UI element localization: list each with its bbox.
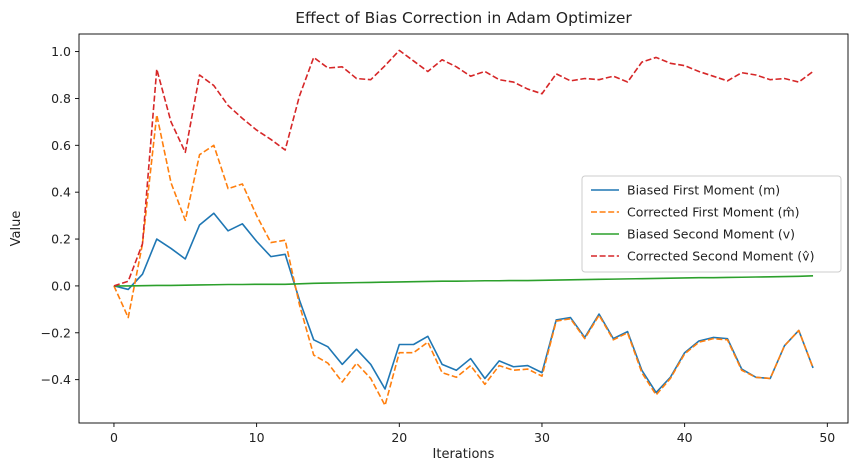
y-tick-label: −0.2 bbox=[41, 325, 71, 340]
ticks-layer: 0 10 20 30 40 50 −0.4 −0.2 0.0 0.2 0.4 0.6 0.8 1.0 bbox=[41, 44, 836, 445]
plot-frame bbox=[78, 33, 849, 424]
x-tick-label: 50 bbox=[819, 430, 835, 445]
series-line-4 bbox=[113, 49, 814, 287]
series-line-3 bbox=[113, 275, 814, 287]
legend-label-3: Biased Second Moment (v) bbox=[627, 227, 795, 242]
y-tick-label: 0.8 bbox=[51, 91, 71, 106]
x-tick-label: 20 bbox=[391, 430, 407, 445]
x-tick-label: 30 bbox=[534, 430, 550, 445]
legend-box bbox=[581, 175, 842, 273]
legend-label-1: Biased First Moment (m) bbox=[627, 183, 780, 198]
y-tick-label: 0.0 bbox=[51, 278, 71, 293]
x-tick-label: 10 bbox=[249, 430, 265, 445]
series-line-1 bbox=[113, 212, 814, 394]
y-tick-label: 0.4 bbox=[51, 185, 71, 200]
chart-title: Effect of Bias Correction in Adam Optimi… bbox=[295, 9, 632, 27]
x-tick-label: 0 bbox=[110, 430, 118, 445]
y-tick-label: 0.2 bbox=[51, 232, 71, 247]
y-tick-label: −0.4 bbox=[41, 372, 71, 387]
x-tick-label: 40 bbox=[677, 430, 693, 445]
y-tick-label: 1.0 bbox=[51, 44, 71, 59]
y-axis-title: Value bbox=[9, 211, 24, 247]
series-line-2 bbox=[113, 114, 814, 407]
legend: Biased First Moment (m) Corrected First M… bbox=[581, 175, 842, 273]
y-tick-label: 0.6 bbox=[51, 138, 71, 153]
x-axis-title: Iterations bbox=[433, 447, 495, 462]
legend-label-2: Corrected First Moment (m̂) bbox=[627, 205, 800, 220]
series-layer bbox=[113, 49, 814, 407]
legend-label-4: Corrected Second Moment (v̂) bbox=[627, 249, 814, 264]
